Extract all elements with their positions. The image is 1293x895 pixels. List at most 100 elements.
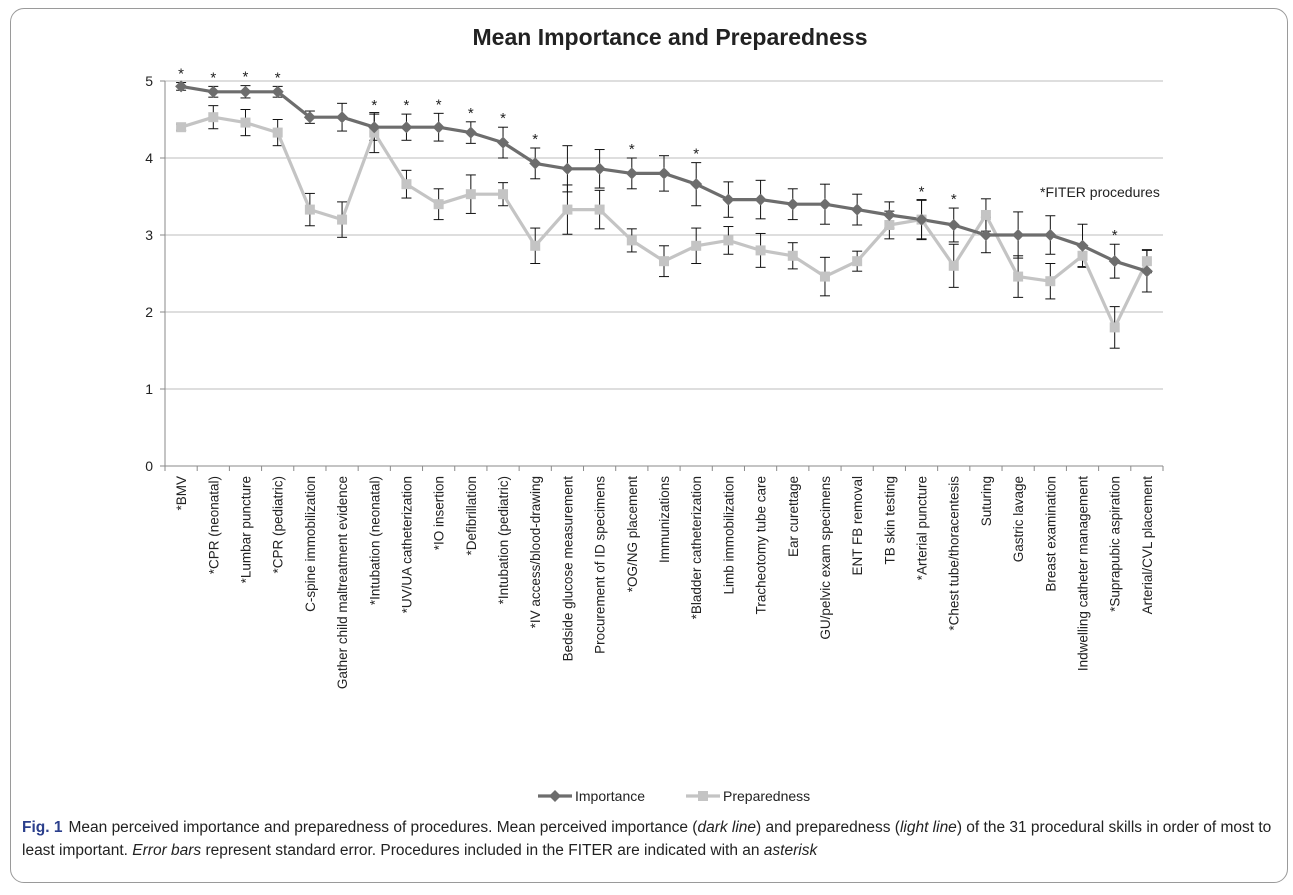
fiter-asterisk: * (371, 97, 377, 114)
fiter-asterisk: * (275, 69, 281, 86)
importance-point (754, 193, 767, 206)
x-category-label: Limb immobilization (721, 476, 736, 595)
fiter-asterisk: * (532, 131, 538, 148)
preparedness-point (1013, 271, 1024, 282)
importance-point (947, 218, 960, 231)
importance-point (271, 85, 284, 98)
legend-label: Importance (575, 788, 645, 804)
fiter-asterisk: * (1112, 227, 1118, 244)
importance-point (690, 178, 703, 191)
fiter-asterisk: * (404, 97, 410, 114)
x-category-label: TB skin testing (882, 476, 897, 565)
preparedness-point (1045, 276, 1056, 287)
importance-point (303, 111, 316, 124)
fiter-asterisk: * (919, 183, 925, 200)
importance-point (1140, 265, 1153, 278)
x-category-label: ENT FB removal (850, 476, 865, 576)
preparedness-point (626, 235, 637, 246)
importance-point (1076, 239, 1089, 252)
line-chart: Mean Importance and Preparedness 012345 … (145, 24, 1164, 804)
x-category-label: Indwelling catheter management (1076, 476, 1091, 671)
importance-point (368, 121, 381, 134)
preparedness-point (884, 219, 895, 230)
preparedness-point (433, 199, 444, 210)
preparedness-point (337, 214, 348, 225)
x-category-label: *Chest tube/thoracentesis (947, 476, 962, 631)
y-tick-label: 2 (145, 304, 153, 320)
x-category-label: *Arterial puncture (915, 476, 930, 580)
preparedness-point (659, 256, 669, 267)
y-axis-ticks: 0 1 2 3 4 5 (145, 73, 165, 474)
importance-point (239, 85, 252, 98)
importance-point (207, 85, 220, 98)
fiter-asterisk: * (500, 110, 506, 127)
preparedness-point (1109, 322, 1120, 333)
fiter-annotation: *FITER procedures (1040, 184, 1160, 200)
preparedness-point (562, 204, 573, 215)
x-category-label: Tracheotomy tube care (754, 476, 769, 614)
x-category-label: *Suprapubic aspiration (1108, 476, 1123, 612)
x-category-label: *Defibrillation (464, 476, 479, 556)
fiter-asterisks: * * * * * * * * * * * * * * * (178, 66, 1118, 245)
fiter-asterisk: * (629, 141, 635, 158)
preparedness-point (852, 256, 863, 267)
y-tick-label: 4 (145, 150, 153, 166)
importance-point (175, 80, 188, 93)
fiter-asterisk: * (693, 146, 699, 163)
fiter-asterisk: * (243, 69, 249, 86)
figure-label: Fig. 1 (22, 819, 63, 836)
importance-point (464, 126, 477, 139)
importance-point (1012, 229, 1025, 241)
x-category-label: Breast examination (1043, 476, 1058, 592)
y-tick-label: 1 (145, 381, 153, 397)
x-category-label: Suturing (979, 476, 994, 526)
preparedness-point (755, 245, 766, 256)
importance-point (979, 229, 992, 241)
preparedness-point (530, 240, 541, 251)
x-category-label: Bedside glucose measurement (560, 476, 575, 662)
fiter-asterisk: * (468, 105, 474, 122)
importance-point (561, 162, 574, 175)
importance-point (1108, 255, 1121, 268)
preparedness-point (1077, 250, 1088, 261)
x-category-label: Gather child maltreatment evidence (335, 476, 350, 689)
y-tick-label: 5 (145, 73, 153, 89)
x-category-label: GU/pelvic exam specimens (818, 476, 833, 640)
x-category-label: Gastric lavage (1011, 476, 1026, 562)
preparedness-point (787, 250, 798, 261)
y-tick-label: 3 (145, 227, 153, 243)
preparedness-point (948, 260, 959, 271)
preparedness-point (691, 240, 702, 251)
x-axis-labels: *BMV *CPR (neonatal) *Lumbar puncture *CPR … (174, 476, 1155, 689)
x-category-label: Procurement of ID specimens (593, 476, 608, 654)
x-category-label: Immunizations (657, 476, 672, 563)
x-category-label: *CPR (neonatal) (206, 476, 221, 574)
series-markers (175, 80, 1153, 333)
x-category-label: *Bladder catheterization (689, 476, 704, 619)
preparedness-point (176, 122, 187, 133)
importance-point (1044, 229, 1057, 241)
importance-point (915, 213, 928, 226)
legend-swatch-marker (698, 791, 708, 801)
preparedness-point (272, 127, 283, 138)
preparedness-line (180, 115, 1149, 329)
preparedness-point (240, 117, 251, 128)
x-category-label: *BMV (174, 476, 189, 511)
legend: Importance Preparedness (538, 788, 810, 804)
fiter-asterisk: * (210, 69, 216, 86)
importance-point (497, 136, 510, 149)
preparedness-point (401, 179, 412, 190)
x-category-label: *IV access/blood-drawing (528, 476, 543, 628)
importance-point (786, 198, 799, 211)
x-category-label: Ear curettage (786, 476, 801, 557)
fiter-asterisk: * (436, 96, 442, 113)
error-bars (176, 82, 1152, 349)
importance-point (658, 167, 670, 180)
importance-point (883, 208, 896, 221)
preparedness-point (498, 189, 509, 200)
preparedness-point (819, 271, 830, 282)
preparedness-point (980, 209, 991, 220)
x-category-label: *IO insertion (432, 476, 447, 550)
fiter-asterisk: * (951, 191, 957, 208)
fiter-asterisk: * (178, 66, 184, 83)
